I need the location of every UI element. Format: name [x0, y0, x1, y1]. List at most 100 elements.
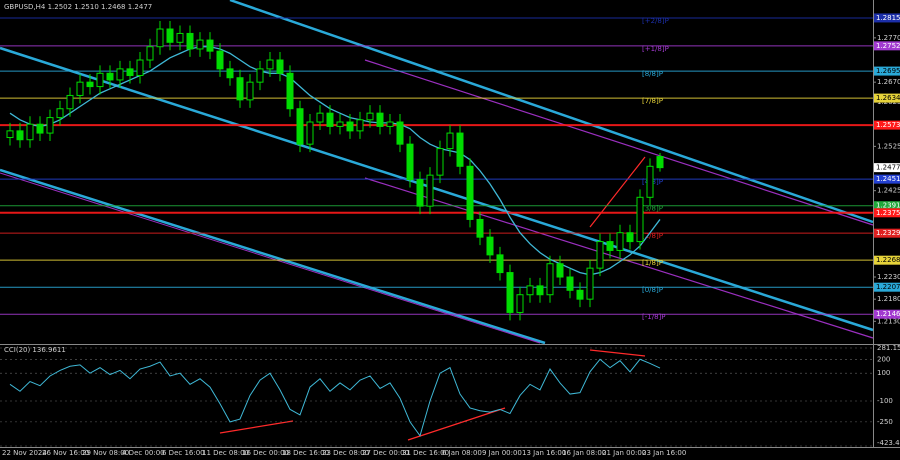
x-tick-label: 23 Jan 16:00	[642, 449, 686, 457]
candle-body	[126, 68, 134, 77]
price-tag	[874, 41, 900, 51]
candle-body	[466, 165, 474, 220]
candle-body	[286, 72, 294, 110]
candle-body	[516, 294, 524, 313]
price-tag-label: 1.2752	[876, 42, 900, 50]
candle-body	[636, 196, 644, 243]
x-tick-label: 18 Dec 16:00	[282, 449, 329, 457]
x-tick-label: 6 Dec 16:00	[162, 449, 205, 457]
price-tag	[874, 282, 900, 292]
candle-body	[66, 94, 74, 110]
x-tick-label: 9 Jan 00:00	[482, 449, 522, 457]
candle-body	[216, 50, 224, 70]
candle-body	[326, 112, 334, 127]
price-tag	[874, 201, 900, 211]
candle-body	[46, 117, 54, 134]
y-tick-label: 1.2230	[877, 273, 900, 281]
level-label: [2/8]P	[642, 232, 663, 240]
level-label: [3/8]P	[642, 205, 663, 213]
candle-body	[626, 232, 634, 243]
trend-channels	[0, 0, 874, 441]
channel-line	[364, 59, 874, 226]
candle-body	[226, 68, 234, 79]
indicator-tick-label: -423.4936	[877, 439, 900, 447]
candle-body	[366, 112, 374, 121]
candle-body	[166, 28, 174, 43]
price-tag-label: 1.2268	[876, 256, 900, 264]
candle-body	[266, 59, 274, 70]
candle-body	[86, 81, 94, 88]
x-tick-label: 4 Dec 00:00	[122, 449, 165, 457]
level-label: [1/8]P	[642, 259, 663, 267]
candle-body	[196, 39, 204, 50]
price-tag	[874, 93, 900, 103]
candle-body	[206, 39, 214, 52]
candle-body	[346, 121, 354, 132]
price-tag	[874, 66, 900, 76]
candle-body	[496, 254, 504, 274]
y-tick-label: 1.2130	[877, 317, 900, 325]
price-tag	[874, 13, 900, 23]
candle-body	[656, 156, 664, 169]
price-tag-label: 1.2375	[876, 209, 900, 217]
candle-body	[16, 130, 24, 141]
y-tick-label: 1.2525	[877, 142, 900, 150]
candle-body	[646, 165, 654, 198]
x-tick-label: 26 Nov 16:00	[42, 449, 89, 457]
candle-body	[306, 121, 314, 145]
candle-body	[26, 123, 34, 141]
candle-body	[396, 121, 404, 145]
price-tag	[874, 120, 900, 130]
divergence-line	[589, 349, 646, 357]
candle-body	[316, 112, 324, 123]
indicator-title: CCI(20) 136.9611	[4, 346, 66, 354]
candle-body	[186, 32, 194, 50]
price-tag-label: 1.2634	[876, 94, 900, 102]
x-tick-label: 16 Dec 00:00	[242, 449, 289, 457]
channel-line	[229, 0, 874, 224]
candle-body	[156, 28, 164, 48]
indicator-tick-label: 281.1506	[877, 344, 900, 352]
level-label: [0/8]P	[642, 286, 663, 294]
x-tick-label: 11 Dec 08:00	[202, 449, 249, 457]
price-tag-label: 1.2451	[876, 175, 900, 183]
price-tag-label: 1.2207	[876, 283, 900, 291]
candle-body	[456, 132, 464, 167]
candle-body	[356, 119, 364, 132]
price-tag	[874, 309, 900, 319]
candle-body	[526, 285, 534, 296]
candle-body	[556, 263, 564, 278]
x-tick-label: 13 Jan 16:00	[522, 449, 566, 457]
candle-body	[606, 241, 614, 251]
candle-body	[106, 72, 114, 81]
candle-body	[56, 108, 64, 119]
candle-body	[446, 132, 454, 150]
x-tick-label: 6 Jan 08:00	[442, 449, 482, 457]
price-tag-label: 1.2695	[876, 67, 900, 75]
moving-average	[9, 46, 661, 276]
candle-body	[406, 143, 414, 181]
indicator-tick-label: -250	[877, 418, 893, 426]
current-price-label: 1.2477	[876, 164, 900, 172]
candle-body	[426, 174, 434, 207]
candle-body	[566, 276, 574, 291]
x-tick-label: 21 Jan 00:00	[602, 449, 646, 457]
price-tag-label: 1.2815	[876, 14, 900, 22]
y-tick-label: 1.2670	[877, 78, 900, 86]
candle-body	[36, 123, 44, 134]
level-label: [+2/8]P	[642, 17, 669, 25]
current-price-tag	[874, 163, 900, 173]
y-tick-label: 1.2425	[877, 187, 900, 195]
price-tag	[874, 208, 900, 218]
candle-body	[116, 68, 124, 81]
candle-body	[576, 289, 584, 300]
price-tag	[874, 255, 900, 265]
x-tick-label: 22 Nov 2024	[2, 449, 47, 457]
candle-body	[596, 241, 604, 269]
x-tick-label: 31 Dec 16:00	[402, 449, 449, 457]
candle-body	[6, 130, 14, 139]
candle-body	[616, 232, 624, 251]
